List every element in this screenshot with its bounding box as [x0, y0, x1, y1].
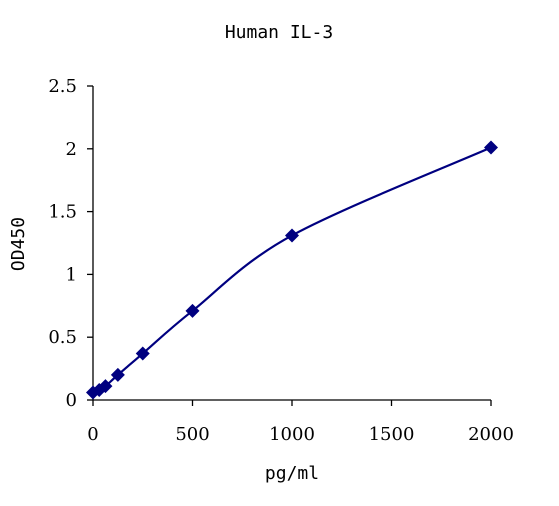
fit-curve: [92, 146, 492, 394]
x-tick-label: 1000: [269, 424, 315, 445]
data-point-diamond: [98, 379, 113, 394]
data-point-diamond: [285, 228, 299, 243]
x-axis-label: pg/ml: [265, 463, 319, 484]
y-tick-label: 1.5: [48, 202, 77, 223]
y-tick-label: 0.5: [48, 327, 77, 348]
chart-title: Human IL-3: [225, 22, 333, 43]
data-point-diamond: [185, 303, 200, 318]
data-point-diamond: [110, 367, 125, 382]
x-tick-label: 500: [175, 424, 209, 445]
y-tick-label: 2.5: [48, 76, 77, 97]
y-tick-label: 2: [66, 139, 77, 160]
axes: 0 0.5 1 1.5 2 2.5 0 500 1000 1500 2000: [48, 76, 514, 445]
y-tick-label: 1: [66, 264, 77, 285]
y-axis-label: OD450: [8, 217, 29, 271]
x-tick-label: 2000: [468, 424, 514, 445]
y-tick-label: 0: [66, 390, 77, 411]
data-points: [86, 140, 498, 400]
fit-curve-group: [92, 146, 492, 394]
data-point-diamond: [135, 346, 150, 361]
x-tick-label: 0: [87, 424, 98, 445]
x-tick-label: 1500: [369, 424, 415, 445]
data-point-diamond: [484, 140, 498, 155]
